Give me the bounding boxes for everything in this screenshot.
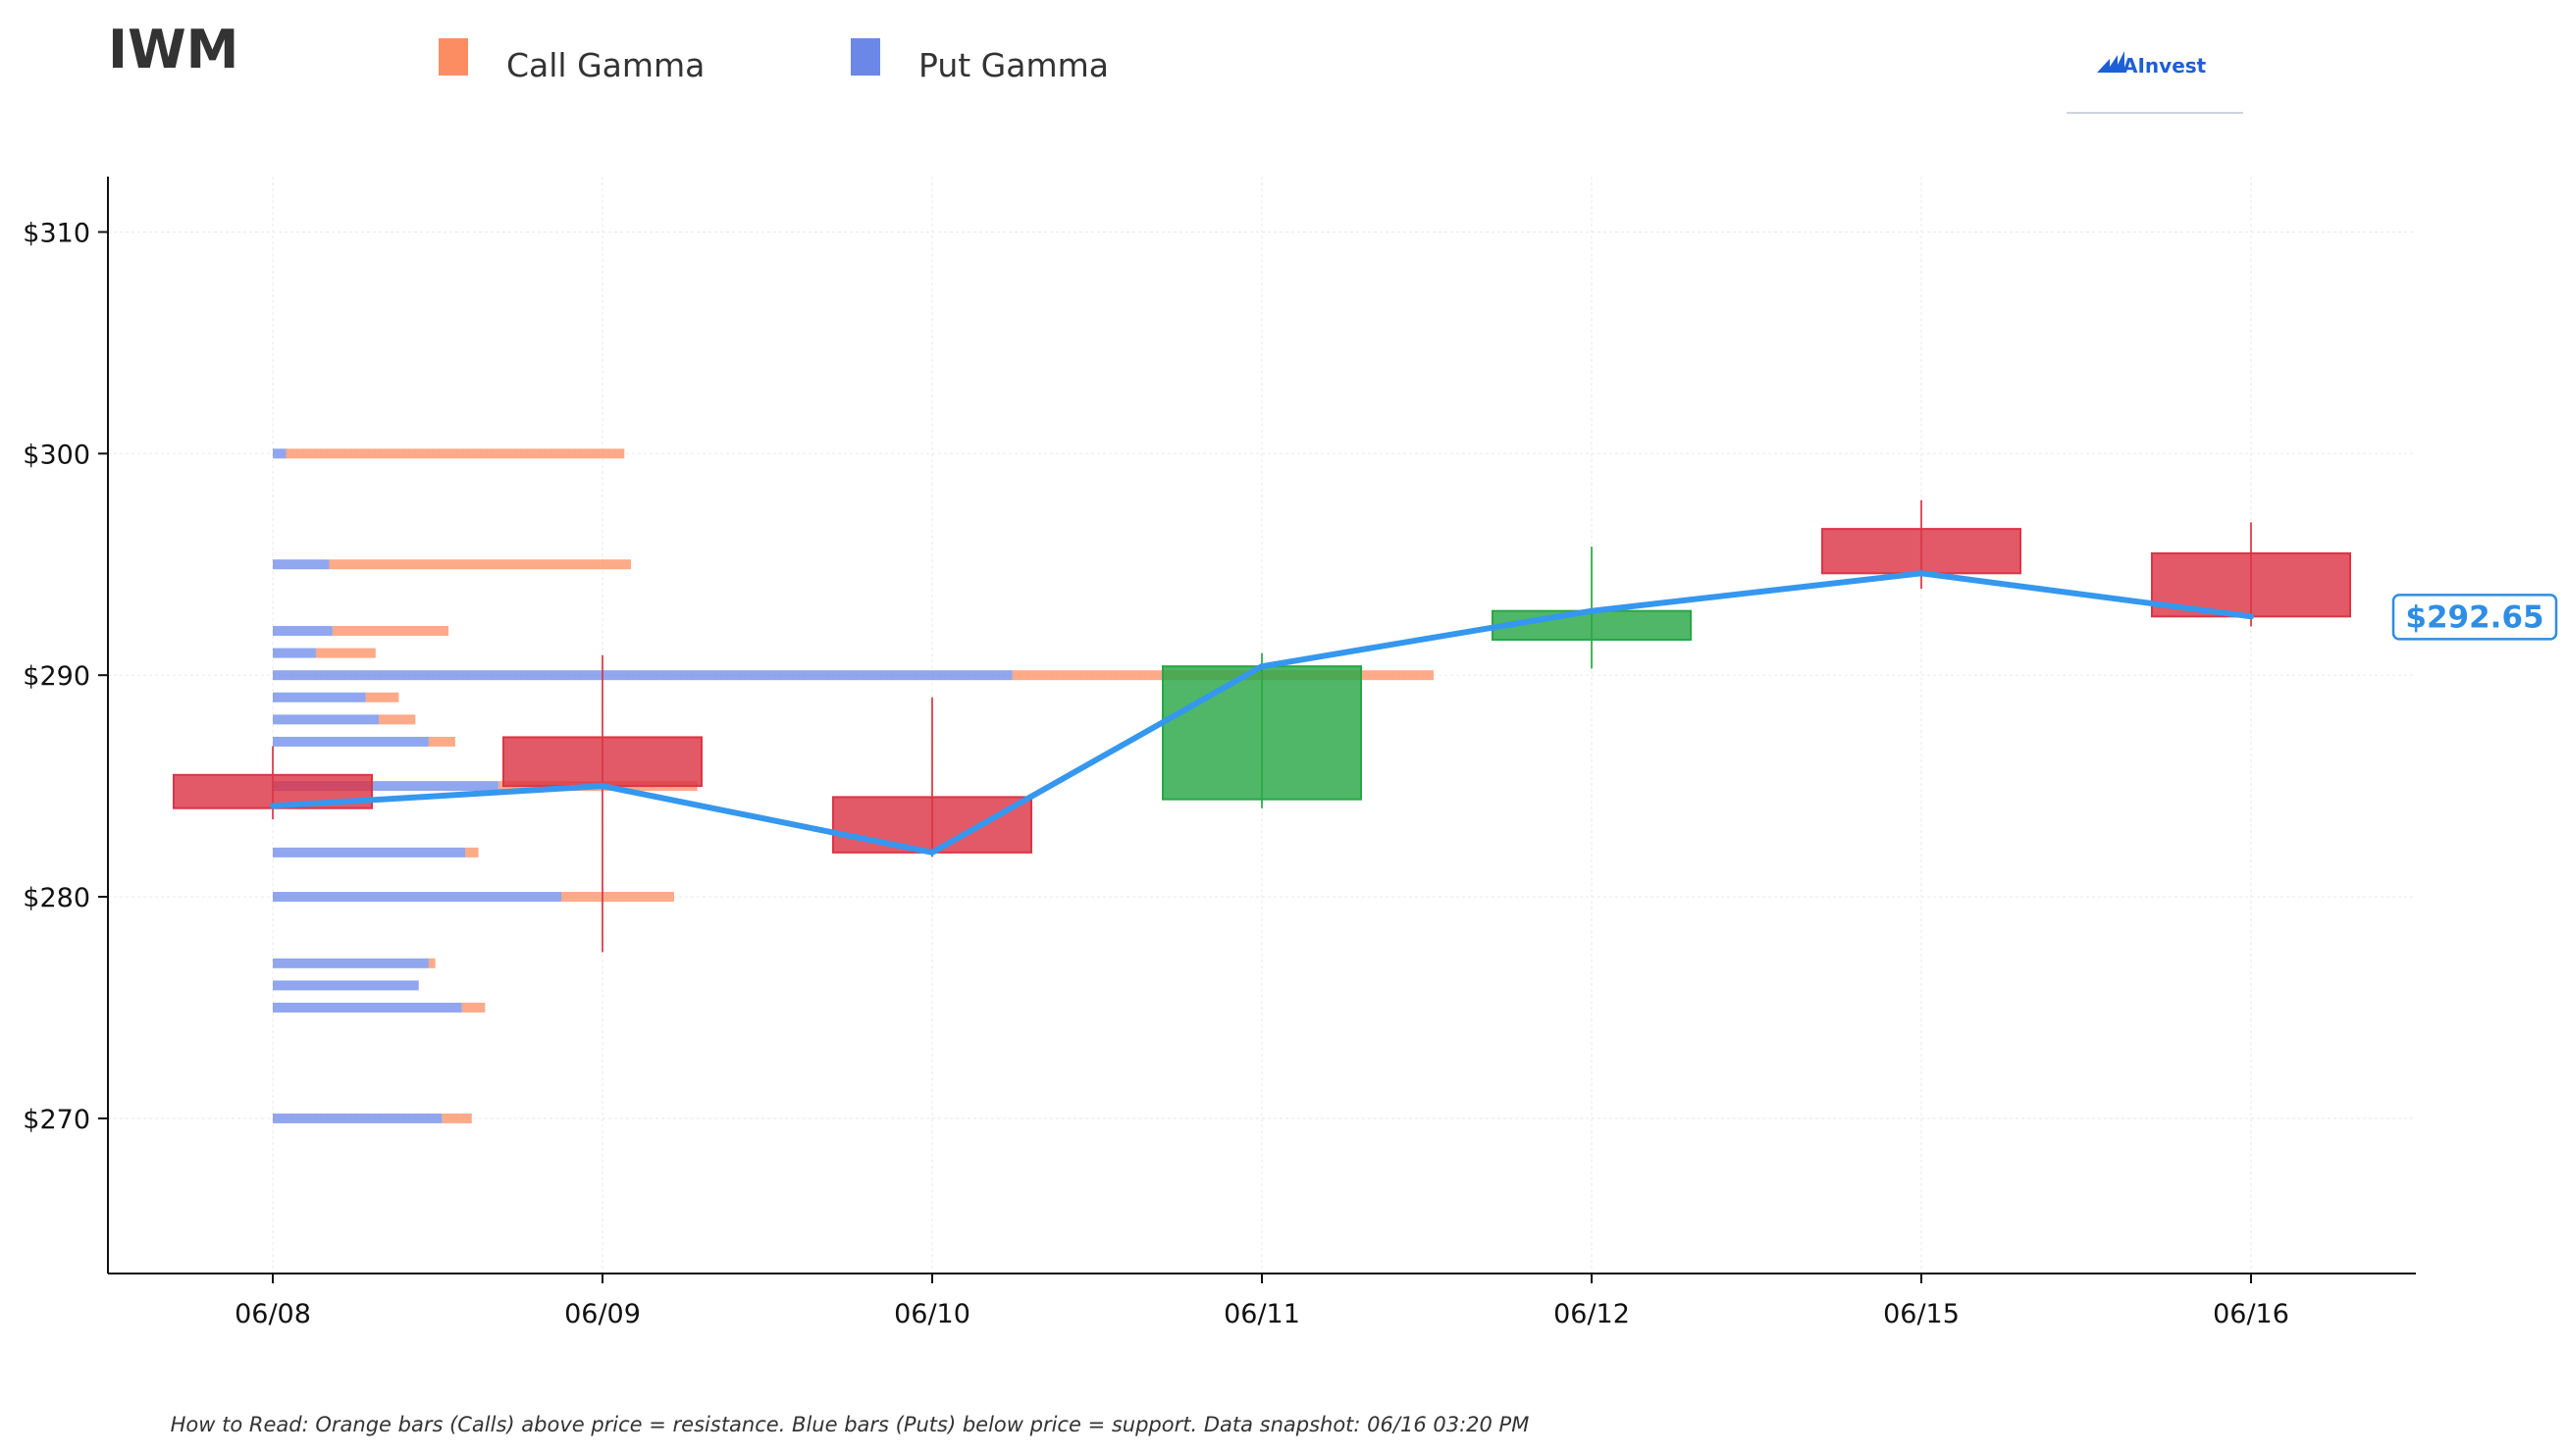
- call-gamma-bar: [332, 626, 449, 637]
- y-tick-label: $300: [23, 440, 90, 470]
- legend-swatch-put: [851, 38, 880, 76]
- call-gamma-bar: [461, 1002, 486, 1013]
- candle-body: [1162, 665, 1362, 801]
- x-tick-label: 06/11: [1224, 1299, 1300, 1329]
- put-gamma-bar: [273, 980, 419, 991]
- put-gamma-bar: [273, 958, 429, 968]
- grid: [108, 177, 2416, 1274]
- price-line: [270, 570, 2254, 856]
- call-gamma-bar: [379, 714, 416, 725]
- price-line-layer: [270, 570, 2254, 856]
- put-gamma-bar: [273, 781, 498, 792]
- candle-body: [502, 736, 703, 788]
- call-gamma-bar: [329, 559, 632, 570]
- y-tick-label: $270: [23, 1105, 90, 1135]
- candle-body: [1821, 528, 2021, 575]
- put-gamma-bar: [273, 892, 562, 903]
- call-gamma-bar: [428, 958, 436, 968]
- put-gamma-bar: [273, 736, 429, 747]
- x-tick-label: 06/15: [1883, 1299, 1960, 1329]
- put-gamma-bar: [273, 714, 380, 725]
- call-gamma-bar: [428, 736, 455, 747]
- put-gamma-bar: [273, 448, 287, 459]
- x-tick-label: 06/09: [564, 1299, 641, 1329]
- candle-body: [832, 796, 1032, 854]
- x-tick-label: 06/08: [235, 1299, 311, 1329]
- current-price-badge: $292.65: [2391, 594, 2558, 641]
- legend: Call Gamma Put Gamma: [439, 38, 1109, 84]
- x-tick-label: 06/10: [894, 1299, 970, 1329]
- put-gamma-bar: [273, 559, 330, 570]
- legend-label-put: Put Gamma: [918, 46, 1109, 84]
- call-gamma-bar: [315, 648, 376, 658]
- put-gamma-bar: [273, 1002, 462, 1013]
- x-tick-label: 06/16: [2213, 1299, 2289, 1329]
- put-gamma-bar: [273, 847, 466, 858]
- call-gamma-bar: [286, 448, 625, 459]
- put-gamma-bar: [273, 670, 1013, 681]
- put-gamma-bar: [273, 1113, 443, 1123]
- ainvest-logo-icon: [2097, 51, 2124, 73]
- call-gamma-bar: [561, 892, 674, 903]
- brand-logo: AInvest: [2067, 51, 2243, 114]
- put-gamma-bar: [273, 626, 333, 637]
- call-gamma-bar: [365, 692, 399, 702]
- ticker-title: IWM: [108, 19, 238, 80]
- footnote: How to Read: Orange bars (Calls) above p…: [171, 1413, 1530, 1436]
- y-tick-label: $280: [23, 883, 90, 913]
- put-gamma-bar: [273, 648, 316, 658]
- legend-swatch-call: [439, 38, 468, 76]
- brand-name: AInvest: [2122, 54, 2207, 78]
- x-tick-label: 06/12: [1553, 1299, 1630, 1329]
- legend-label-call: Call Gamma: [506, 46, 705, 84]
- current-price-box: [2391, 594, 2558, 641]
- axes: $270 $280 $290 $300 $310 06/08 06/09 06/10 06/11…: [23, 177, 2416, 1329]
- current-price-label: $292.65: [2405, 599, 2543, 635]
- put-gamma-bar: [273, 692, 366, 702]
- call-gamma-bar: [465, 847, 479, 858]
- call-gamma-bar: [442, 1113, 472, 1123]
- y-tick-label: $310: [23, 218, 90, 248]
- y-tick-label: $290: [23, 661, 90, 692]
